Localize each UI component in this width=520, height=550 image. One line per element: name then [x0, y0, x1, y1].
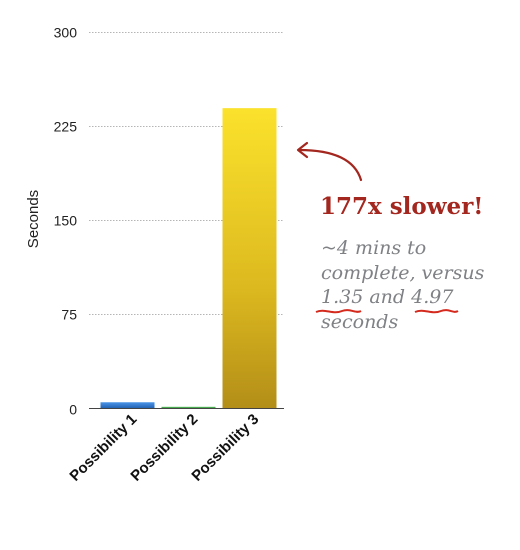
- slowdown-headline: 177x slower!: [320, 193, 484, 220]
- note-line-4: seconds: [321, 310, 399, 333]
- note-conjunction: and: [369, 286, 406, 308]
- bars: [100, 108, 277, 409]
- note-line-2: complete, versus: [321, 261, 485, 284]
- arrow-head-icon: [296, 141, 309, 159]
- y-tick-label: 225: [54, 119, 78, 135]
- note-value-b: 4.97: [411, 286, 454, 308]
- y-axis-title: Seconds: [25, 190, 42, 248]
- note-value-a: 1.35: [321, 286, 364, 308]
- y-axis-ticks: 0 75 150 225 300: [54, 25, 78, 418]
- underline-value-b: [414, 309, 459, 314]
- y-tick-label: 75: [61, 307, 77, 323]
- annotation-arrow: [297, 148, 363, 182]
- note-line-1: ~4 mins to: [321, 237, 427, 259]
- bar-possibility-2: [161, 406, 216, 409]
- y-tick-label: 300: [54, 25, 78, 41]
- underline-value-a: [315, 309, 362, 314]
- y-tick-label: 150: [54, 213, 78, 229]
- bar-possibility-1: [100, 402, 155, 409]
- bar-possibility-3: [222, 108, 277, 409]
- duration-note: ~4 mins to complete, versus 1.35 and 4.9…: [321, 236, 511, 334]
- y-tick-label: 0: [69, 402, 77, 418]
